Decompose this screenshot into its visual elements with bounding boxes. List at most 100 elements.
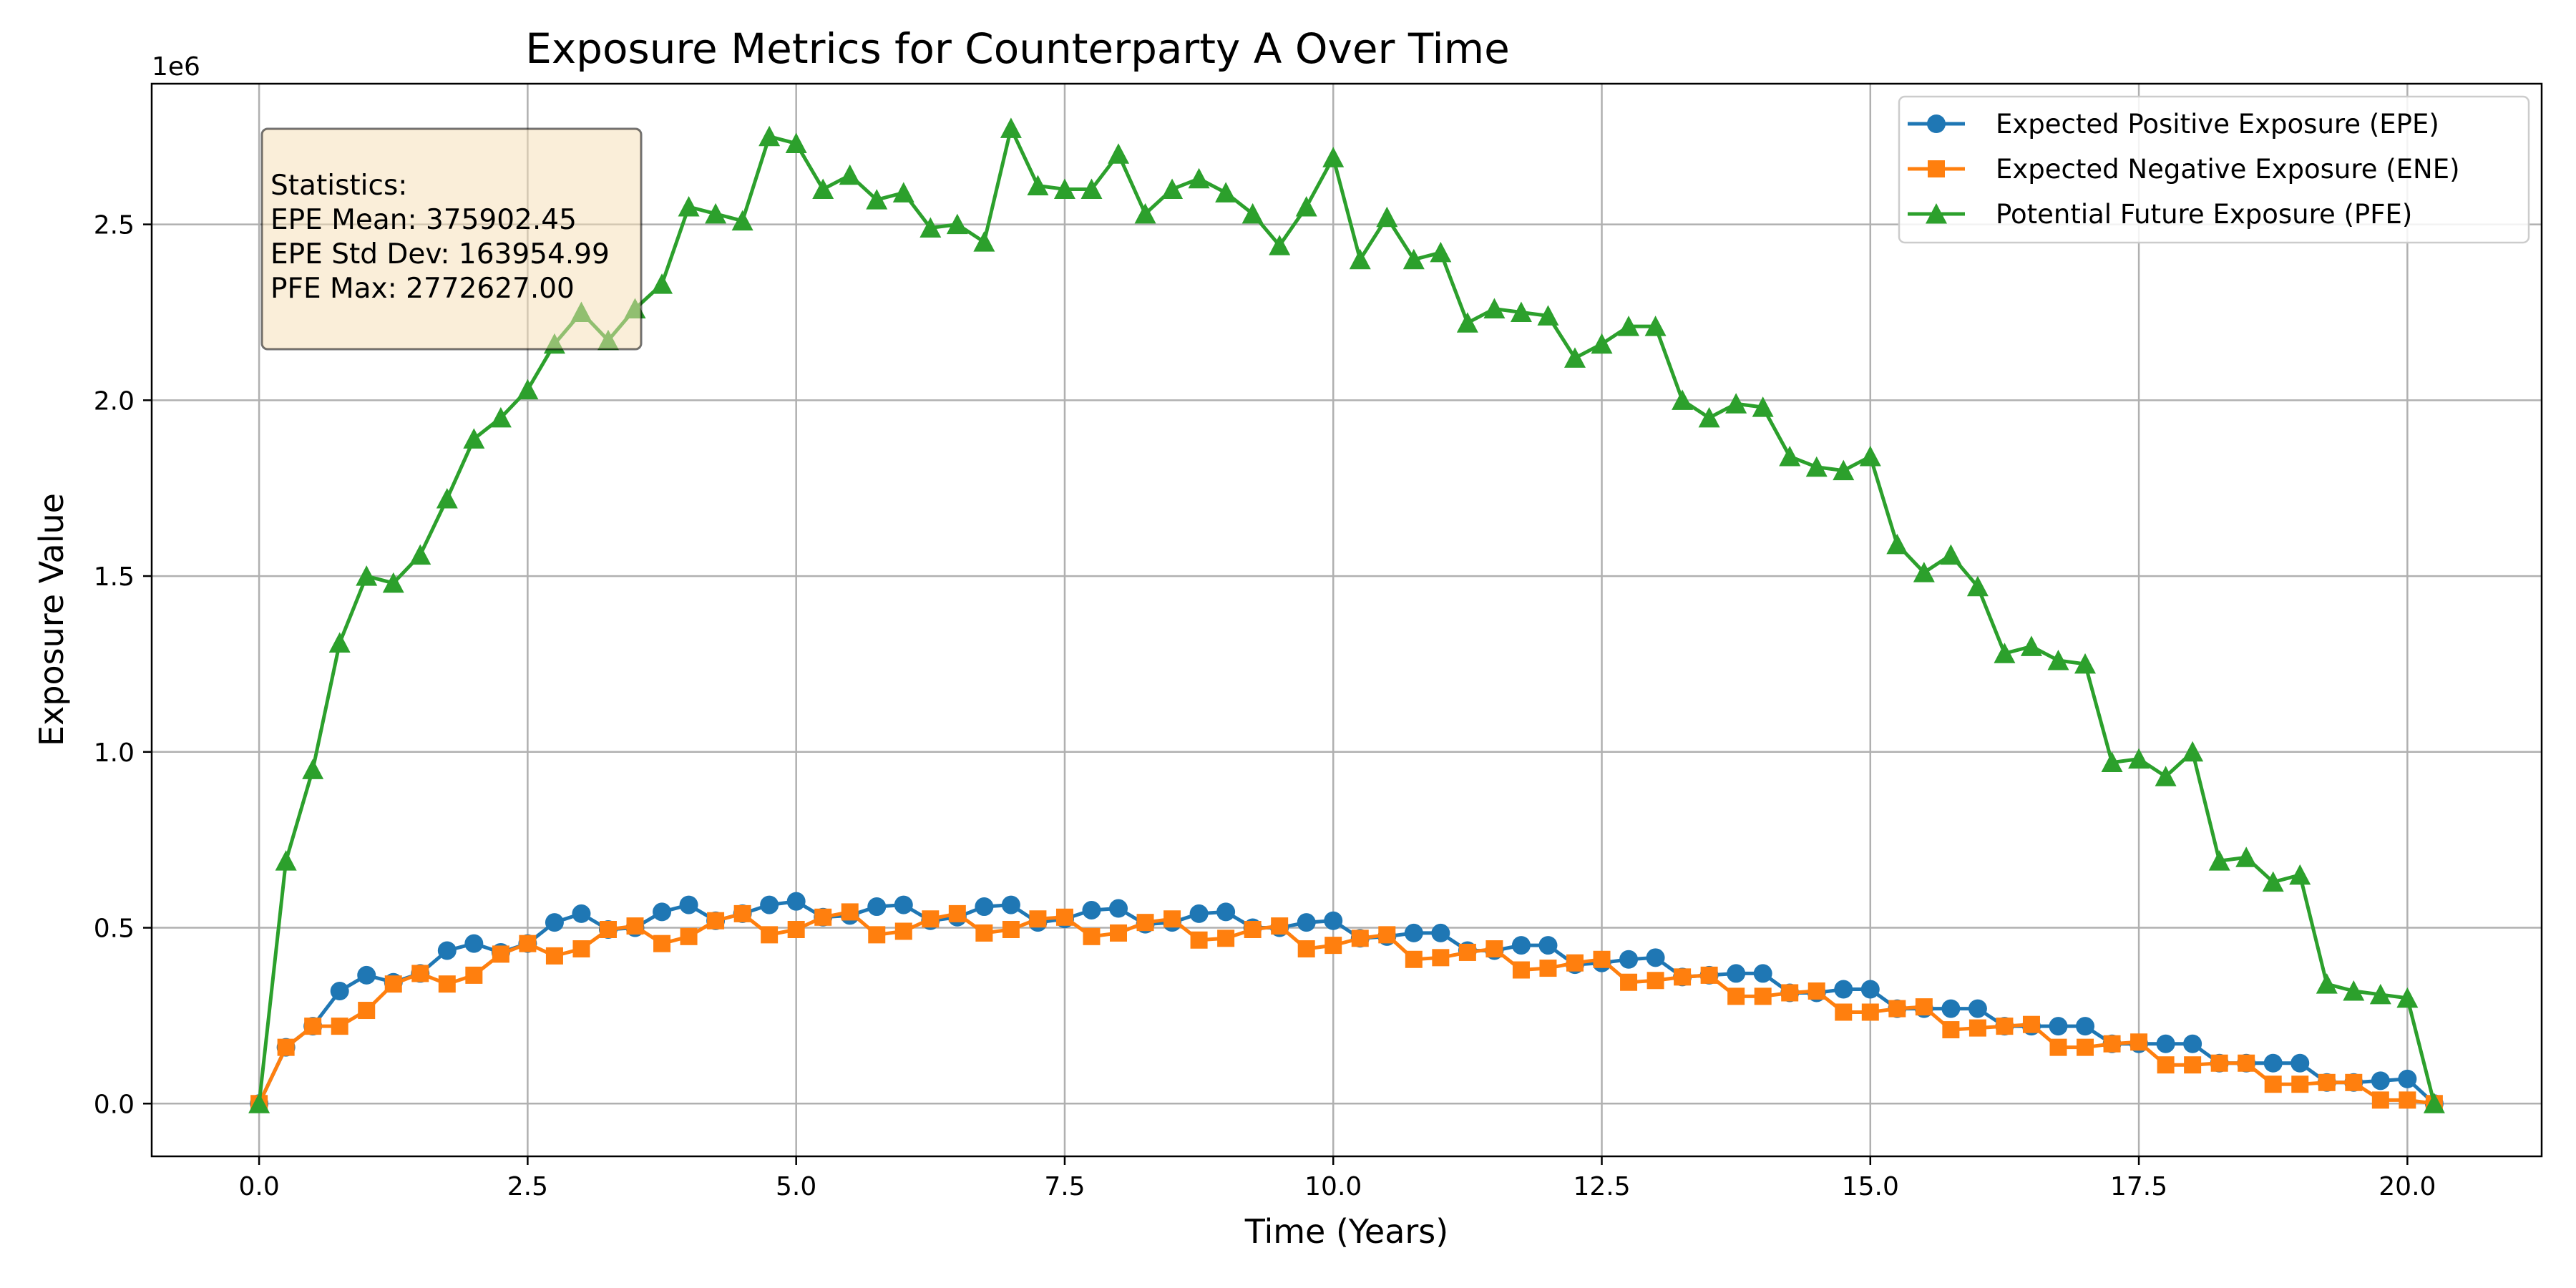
data-point bbox=[1913, 562, 1935, 582]
data-point bbox=[2101, 751, 2123, 773]
data-point bbox=[1163, 910, 1181, 928]
data-point bbox=[2371, 1091, 2389, 1109]
data-point bbox=[2020, 635, 2042, 656]
data-point bbox=[1378, 926, 1396, 944]
data-point bbox=[277, 1038, 295, 1056]
data-point bbox=[2210, 1054, 2228, 1072]
data-point bbox=[2049, 1038, 2067, 1056]
stats-annotation: Statistics: EPE Mean: 375902.45 EPE Std … bbox=[260, 127, 643, 351]
data-point bbox=[465, 966, 483, 984]
y-tick-label: 0.0 bbox=[94, 1090, 135, 1119]
data-point bbox=[919, 217, 942, 238]
data-point bbox=[331, 1018, 348, 1035]
data-point bbox=[437, 941, 457, 960]
data-point bbox=[330, 982, 349, 1001]
data-point bbox=[1644, 316, 1667, 336]
data-point bbox=[2263, 1053, 2283, 1073]
data-point bbox=[1698, 406, 1720, 428]
data-point bbox=[1055, 908, 1073, 926]
data-point bbox=[1189, 904, 1209, 923]
data-point bbox=[1188, 167, 1210, 189]
data-point bbox=[545, 947, 563, 965]
data-point bbox=[867, 897, 887, 917]
y-tick-label: 1.5 bbox=[94, 562, 135, 592]
data-point bbox=[464, 934, 484, 953]
data-point bbox=[382, 572, 404, 593]
data-point bbox=[733, 904, 751, 922]
data-point bbox=[1833, 459, 1855, 481]
data-point bbox=[599, 920, 617, 938]
data-point bbox=[1215, 182, 1237, 203]
data-point bbox=[1110, 924, 1128, 942]
data-point bbox=[1619, 950, 1639, 969]
data-point bbox=[1727, 987, 1745, 1005]
data-point bbox=[492, 945, 509, 963]
data-point bbox=[2184, 1056, 2202, 1074]
legend: Expected Positive Exposure (EPE) Expected… bbox=[1898, 95, 2530, 244]
data-point bbox=[1859, 445, 1881, 467]
data-point bbox=[1217, 930, 1235, 947]
data-point bbox=[2398, 1069, 2417, 1088]
data-point bbox=[1593, 950, 1611, 968]
data-point bbox=[975, 897, 994, 917]
data-point bbox=[2316, 973, 2338, 994]
legend-box bbox=[1898, 95, 2530, 244]
plot-frame bbox=[150, 82, 2543, 1158]
x-tick-label: 2.5 bbox=[507, 1172, 548, 1201]
data-point bbox=[1109, 899, 1128, 918]
data-point bbox=[866, 189, 888, 210]
series-square bbox=[250, 903, 2443, 1113]
data-point bbox=[2156, 1034, 2175, 1053]
data-point bbox=[2369, 983, 2391, 1005]
data-point bbox=[922, 910, 940, 928]
y-tick-label: 2.0 bbox=[94, 386, 135, 416]
data-point bbox=[1297, 940, 1315, 958]
legend-marker bbox=[1927, 114, 1946, 133]
data-point bbox=[519, 935, 537, 952]
data-point bbox=[1646, 948, 1665, 967]
data-point bbox=[357, 965, 376, 985]
data-point bbox=[1968, 1019, 1986, 1037]
data-point bbox=[1430, 241, 1452, 263]
data-point bbox=[1779, 445, 1801, 467]
data-point bbox=[2076, 1017, 2095, 1036]
data-point bbox=[2264, 1075, 2282, 1093]
data-point bbox=[2103, 1035, 2121, 1053]
data-point bbox=[1968, 999, 1987, 1018]
data-point bbox=[1591, 333, 1613, 354]
data-point bbox=[572, 940, 590, 958]
data-point bbox=[1886, 533, 1908, 555]
data-point bbox=[1537, 305, 1559, 326]
data-point bbox=[841, 903, 859, 921]
data-point bbox=[653, 935, 671, 952]
data-point bbox=[758, 125, 781, 147]
data-point bbox=[1297, 913, 1316, 932]
data-point bbox=[786, 892, 806, 911]
data-point bbox=[948, 904, 966, 922]
data-point bbox=[1027, 175, 1049, 196]
data-point bbox=[760, 895, 779, 914]
data-point bbox=[1942, 1021, 1960, 1039]
data-point bbox=[411, 965, 429, 982]
data-point bbox=[409, 544, 431, 565]
data-point bbox=[2423, 1093, 2445, 1113]
data-point bbox=[1136, 914, 1154, 932]
data-point bbox=[973, 231, 995, 252]
data-point bbox=[2022, 1015, 2040, 1033]
data-point bbox=[1888, 1000, 1906, 1018]
data-point bbox=[1405, 950, 1423, 968]
data-point bbox=[707, 912, 725, 930]
data-point bbox=[1082, 900, 1101, 919]
data-point bbox=[545, 913, 564, 932]
data-point bbox=[2047, 650, 2069, 670]
data-point bbox=[1672, 389, 1694, 410]
data-point bbox=[1966, 575, 1989, 597]
data-point bbox=[304, 1018, 322, 1035]
data-point bbox=[2289, 864, 2311, 885]
data-point bbox=[1001, 895, 1020, 914]
data-point bbox=[248, 1093, 270, 1113]
data-point bbox=[463, 428, 485, 449]
data-point bbox=[328, 632, 351, 653]
data-point bbox=[1190, 931, 1208, 949]
data-point bbox=[812, 178, 834, 199]
